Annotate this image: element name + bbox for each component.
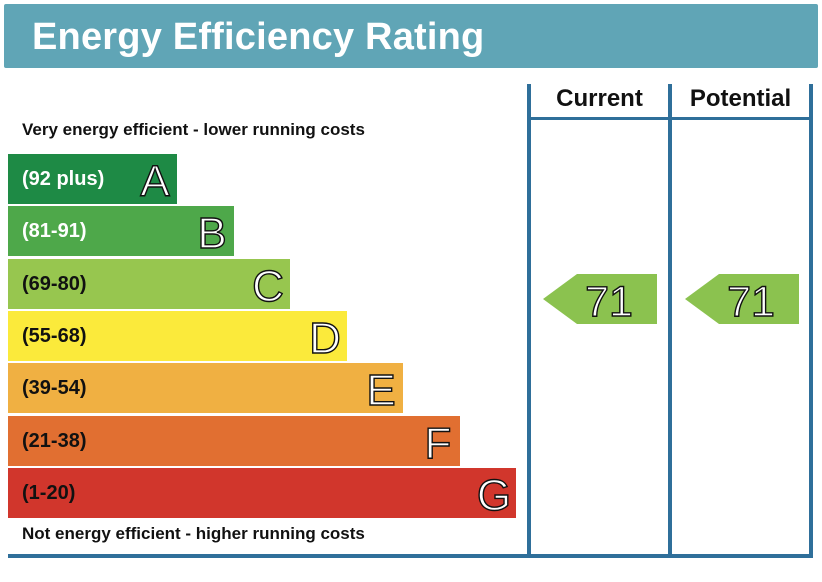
band-e-letter: E [366,365,397,413]
band-f-range: (21-38) [22,430,87,452]
band-g-letter: G [476,470,512,518]
page-title: Energy Efficiency Rating [32,16,485,58]
current-column-header: Current [556,85,643,112]
band-a-range: (92 plus) [22,168,105,190]
band-a-letter-text: A [140,157,170,204]
band-f: (21-38) F [8,416,460,466]
column-header-divider [527,117,813,120]
band-a-letter: A [140,156,171,204]
band-e-range: (39-54) [22,377,87,399]
band-e: (39-54) E [8,363,403,413]
potential-column-header: Potential [689,85,792,112]
frame-left-line [527,84,531,558]
band-f-letter: F [424,418,452,466]
band-b-range: (81-91) [22,220,87,242]
band-e-letter-text: E [366,366,395,413]
band-b-letter-text: B [197,209,226,256]
band-c-letter: C [251,261,284,309]
band-d-letter: D [308,313,341,361]
frame-right-line [809,84,813,558]
current-rating-arrow: 71 [543,274,657,324]
band-g-letter-text: G [477,471,511,518]
band-d: (55-68) D [8,311,347,361]
band-f-letter-text: F [425,419,452,466]
band-g: (1-20) G [8,468,516,518]
current-rating-value: 71 [585,278,633,324]
band-c: (69-80) C [8,259,290,309]
bottom-note: Not energy efficient - higher running co… [22,524,365,543]
potential-rating-value: 71 [727,278,775,324]
potential-arrow-shape [685,274,799,324]
band-b-letter: B [197,208,228,256]
band-b: (81-91) B [8,206,234,256]
potential-rating-arrow: 71 [685,274,799,324]
band-g-range: (1-20) [22,482,76,504]
header-bar: Energy Efficiency Rating [4,4,818,68]
band-a: (92 plus) A [8,154,177,204]
frame-middle-line [668,84,672,558]
band-c-letter-text: C [252,262,284,309]
top-note: Very energy efficient - lower running co… [22,120,365,139]
band-d-range: (55-68) [22,325,87,347]
frame-bottom-line [8,554,813,558]
band-d-letter-text: D [309,314,341,361]
current-arrow-shape [543,274,657,324]
band-c-range: (69-80) [22,273,87,295]
